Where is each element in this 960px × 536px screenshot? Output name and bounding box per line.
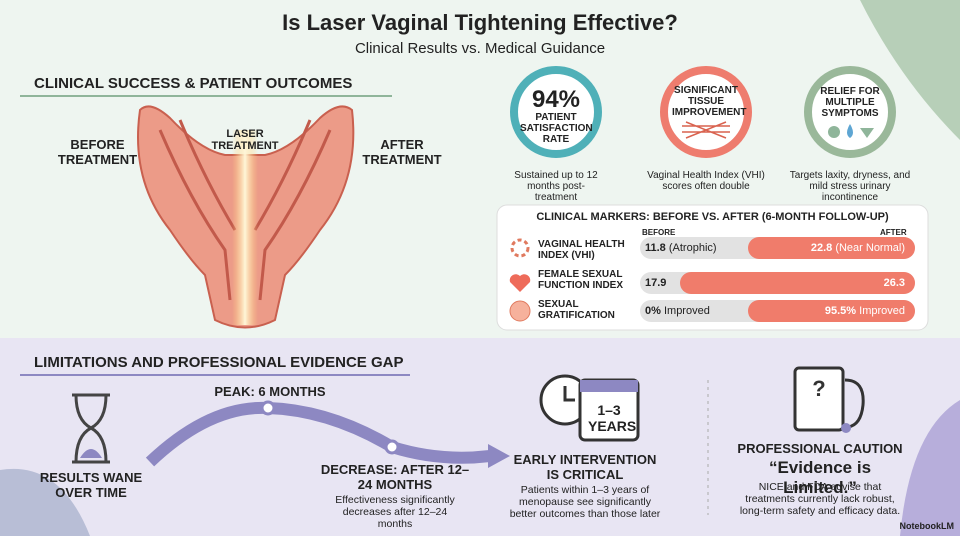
stat-value: 94% [531,86,581,113]
after-value: 22.8 [810,242,833,254]
brand: NotebookLM [899,521,955,531]
stethoscope [844,378,865,429]
symptom-icon [828,126,840,138]
peak-dot [260,400,276,416]
after-bar [680,272,915,294]
decor [0,468,90,536]
arrow-head [488,444,510,468]
stat-caption: Sustained up to 12 months post-treatment [514,170,598,203]
marker-name: FEMALE SEXUAL FUNCTION INDEX [538,269,623,291]
stat-label: PATIENT SATISFACTION RATE [520,112,593,145]
calendar-text: 1–3 YEARS [588,402,637,434]
calendar-top [580,380,638,392]
trend-curve [145,401,491,467]
markers-card [496,204,929,331]
before-header: BEFORE [642,228,676,237]
before-value: 11.8 [645,242,666,254]
row-icon [510,238,530,258]
row-icon [509,300,531,322]
after-value: 26.3 [883,277,905,289]
section-heading: LIMITATIONS AND PROFESSIONAL EVIDENCE GA… [34,354,404,371]
decrease-label: DECREASE: AFTER 12–24 MONTHS [320,462,470,492]
stat-ring [660,66,752,158]
question-icon: ? [812,376,825,401]
marker-name: VAGINAL HEALTH INDEX (VHI) [538,239,625,261]
stat-caption: Targets laxity, dryness, and mild stress… [789,170,911,203]
caution-quote: “Evidence is Limited.” [768,458,872,497]
after-value: 95.5% [824,305,857,317]
wane-label: RESULTS WANE OVER TIME [39,470,143,500]
before-value: 17.9 [645,277,667,289]
stat-ring [510,66,602,158]
stat-label: RELIEF FOR MULTIPLE SYMPTOMS [820,86,880,119]
before-note: Improved [663,305,710,317]
tissue-icon [682,121,730,139]
decrease-dot [384,439,400,455]
peak-label: PEAK: 6 MONTHS [214,384,326,399]
stat-caption: Vaginal Health Index (VHI) scores often … [647,170,765,192]
decor [860,0,960,140]
laser-beam [232,130,258,325]
clock-hands [563,386,575,402]
before-note: (Atrophic) [668,242,717,254]
hourglass-sand [80,449,102,458]
section-heading: CLINICAL SUCCESS & PATIENT OUTCOMES [34,75,353,92]
after-label: AFTER TREATMENT [362,137,442,167]
hourglass [72,393,110,464]
row-icon [509,274,531,292]
title: Is Laser Vaginal Tightening Effective? [282,10,678,35]
after-header: AFTER [880,228,907,237]
laser-label: LASER TREATMENT [211,128,279,152]
symptom-icon [860,128,874,138]
symptom-icon [847,124,853,138]
before-value: 0% [645,305,661,317]
before-label: BEFORE TREATMENT [57,137,138,167]
after-note: (Near Normal) [835,242,905,254]
subtitle: Clinical Results vs. Medical Guidance [354,40,606,57]
after-note: Improved [859,305,905,317]
early-title: EARLY INTERVENTION IS CRITICAL [513,452,657,482]
folds [158,119,332,301]
caution-text: NICE and FDA advise that treatments curr… [739,481,901,517]
stethoscope [841,423,851,433]
markers-title: CLINICAL MARKERS: BEFORE VS. AFTER (6-MO… [536,211,889,223]
early-text: Patients within 1–3 years of menopause s… [509,484,661,520]
caution-title: PROFESSIONAL CAUTION [737,441,903,456]
after-bar [748,300,915,322]
decrease-text: Effectiveness significantly decreases af… [335,494,455,530]
clipboard-icon [793,366,845,432]
marker-name: SEXUAL GRATIFICATION [538,299,615,321]
decor [900,400,960,536]
after-bar [748,237,915,259]
stat-label: SIGNIFICANT TISSUE IMPROVEMENT [672,85,747,118]
